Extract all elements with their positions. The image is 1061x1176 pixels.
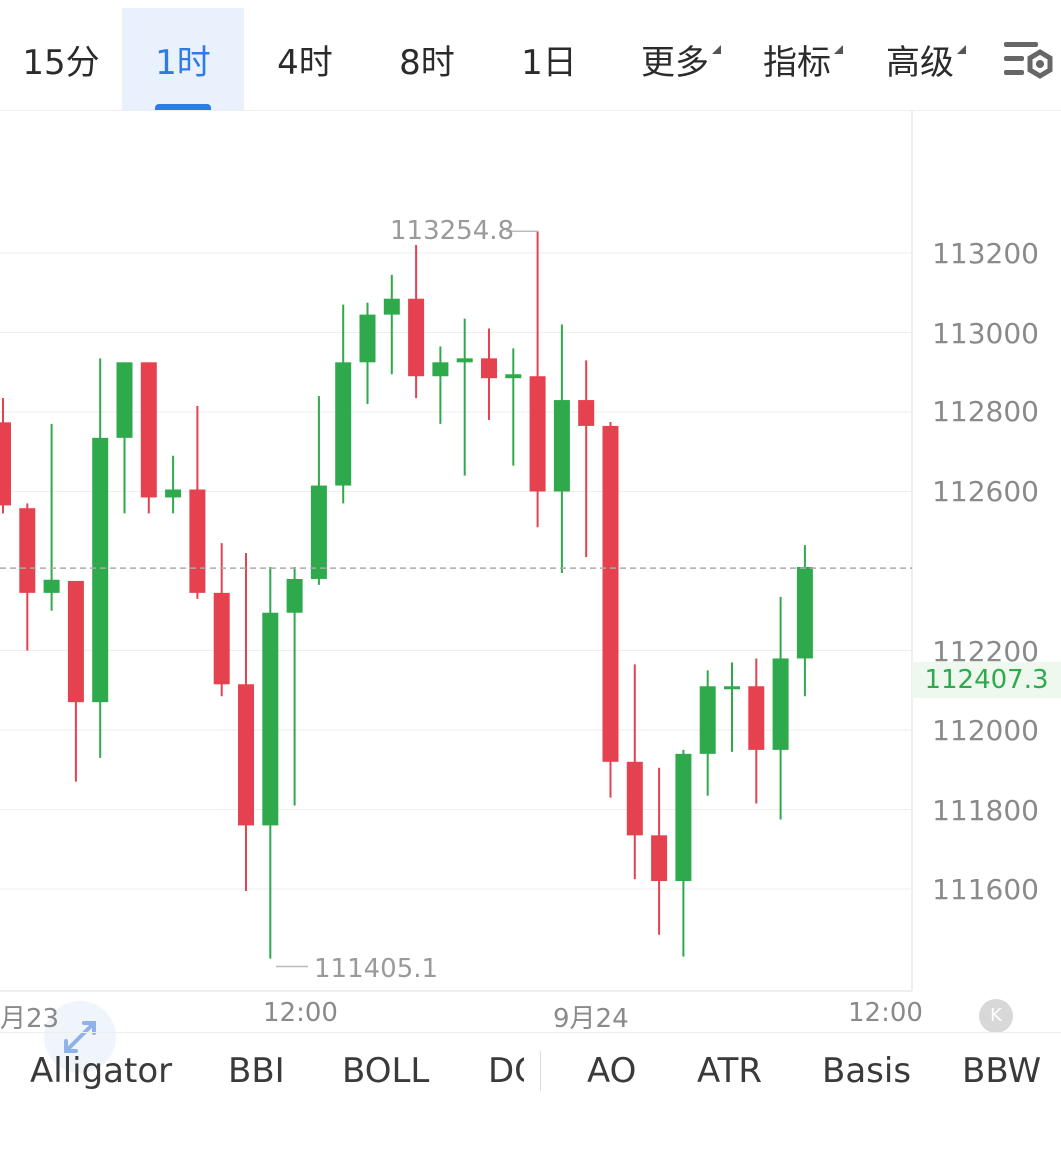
tab-more[interactable]: 更多 — [620, 8, 730, 110]
candle-body — [67, 580, 84, 703]
tab-indicators[interactable]: 指标 — [742, 8, 852, 110]
candle-body — [19, 508, 36, 593]
candle-body — [213, 592, 230, 685]
candle-body — [602, 425, 619, 762]
candle-body — [262, 612, 279, 826]
y-tick-label: 111800 — [932, 794, 1039, 827]
dropdown-triangle-icon — [834, 44, 843, 54]
candle-body — [165, 489, 182, 498]
candle-body — [0, 422, 11, 506]
indicator-alligator[interactable]: Alligator — [30, 1051, 173, 1091]
current-price-label: 112407.3 — [912, 662, 1061, 698]
candle-body — [189, 489, 206, 593]
candle-body — [796, 567, 813, 659]
candle-body — [116, 362, 133, 438]
chart-settings-icon[interactable] — [1000, 38, 1056, 84]
tab-1h[interactable]: 1时 — [122, 8, 244, 110]
candle-body — [651, 835, 668, 882]
tab-label: 高级 — [886, 42, 954, 83]
tab-label: 15分 — [22, 42, 100, 83]
dropdown-triangle-icon — [712, 44, 721, 54]
x-tick-label: 9月24 — [553, 1004, 629, 1034]
candle-body — [529, 376, 546, 492]
candle-body — [772, 658, 789, 750]
y-tick-label: 112600 — [932, 475, 1039, 508]
candle-body — [92, 437, 109, 703]
tab-label: 4时 — [277, 42, 333, 83]
x-tick-label: 12:00 — [848, 998, 923, 1028]
indicator-atr[interactable]: ATR — [697, 1051, 763, 1091]
candle-body — [481, 358, 497, 379]
x-tick-label: 12:00 — [263, 998, 338, 1028]
candle-body — [335, 362, 352, 486]
tab-4h[interactable]: 4时 — [244, 8, 366, 110]
candle-body — [359, 314, 376, 363]
candle-body — [553, 400, 570, 492]
candle-body — [310, 485, 327, 579]
indicator-basis[interactable]: Basis — [822, 1051, 912, 1091]
tab-label: 1时 — [155, 42, 211, 83]
candle-body — [286, 578, 303, 613]
low-price-label: 111405.1 — [314, 954, 439, 984]
y-tick-label: 111600 — [932, 873, 1039, 906]
candle-body — [383, 298, 400, 315]
indicator-bbi[interactable]: BBI — [228, 1051, 285, 1091]
candle-body — [43, 579, 60, 593]
y-tick-label: 113200 — [932, 237, 1039, 270]
tab-15m[interactable]: 15分 — [0, 8, 122, 110]
tab-label: 指标 — [763, 42, 831, 83]
candle-body — [724, 686, 740, 690]
indicator-bar: Alligator BBI BOLL DC AO ATR Basis BBW — [0, 1032, 1061, 1113]
tab-advanced[interactable]: 高级 — [865, 8, 975, 110]
candle-body — [505, 374, 522, 379]
candle-body — [699, 686, 716, 754]
y-tick-label: 112800 — [932, 395, 1039, 428]
tab-label: 8时 — [399, 42, 455, 83]
y-tick-label: 113000 — [932, 317, 1039, 350]
candle-body — [238, 684, 254, 826]
candle-body — [140, 362, 157, 498]
candle-body — [408, 298, 425, 377]
expand-arrows-icon[interactable] — [44, 1001, 116, 1073]
active-tab-indicator — [155, 104, 211, 110]
candle-body — [626, 761, 643, 836]
indicator-boll[interactable]: BOLL — [342, 1051, 430, 1091]
tab-label: 1日 — [521, 42, 577, 83]
candle-body — [456, 358, 473, 363]
tab-1d[interactable]: 1日 — [488, 8, 610, 110]
dropdown-triangle-icon — [957, 44, 966, 54]
candle-body — [748, 686, 765, 750]
indicator-ao[interactable]: AO — [587, 1051, 637, 1091]
y-tick-label: 112000 — [932, 714, 1039, 747]
indicator-dc[interactable]: DC — [488, 1051, 524, 1091]
high-price-label: 113254.8 — [390, 216, 515, 246]
chart-canvas[interactable] — [0, 111, 1061, 1031]
tab-label: 更多 — [641, 42, 709, 83]
candlestick-chart[interactable]: 113200 113000 112800 112600 112200 11200… — [0, 111, 1061, 1073]
candle-body — [578, 400, 595, 426]
x-tick-label: 月23 — [0, 1004, 60, 1034]
reset-view-icon[interactable]: K — [979, 999, 1013, 1033]
timeframe-tabs: 15分 1时 4时 8时 1日 更多 指标 高级 — [0, 0, 1061, 111]
indicator-divider — [540, 1051, 541, 1091]
candle-body — [675, 753, 692, 882]
candle-body — [432, 362, 449, 377]
tab-8h[interactable]: 8时 — [366, 8, 488, 110]
indicator-bbw[interactable]: BBW — [962, 1051, 1042, 1091]
